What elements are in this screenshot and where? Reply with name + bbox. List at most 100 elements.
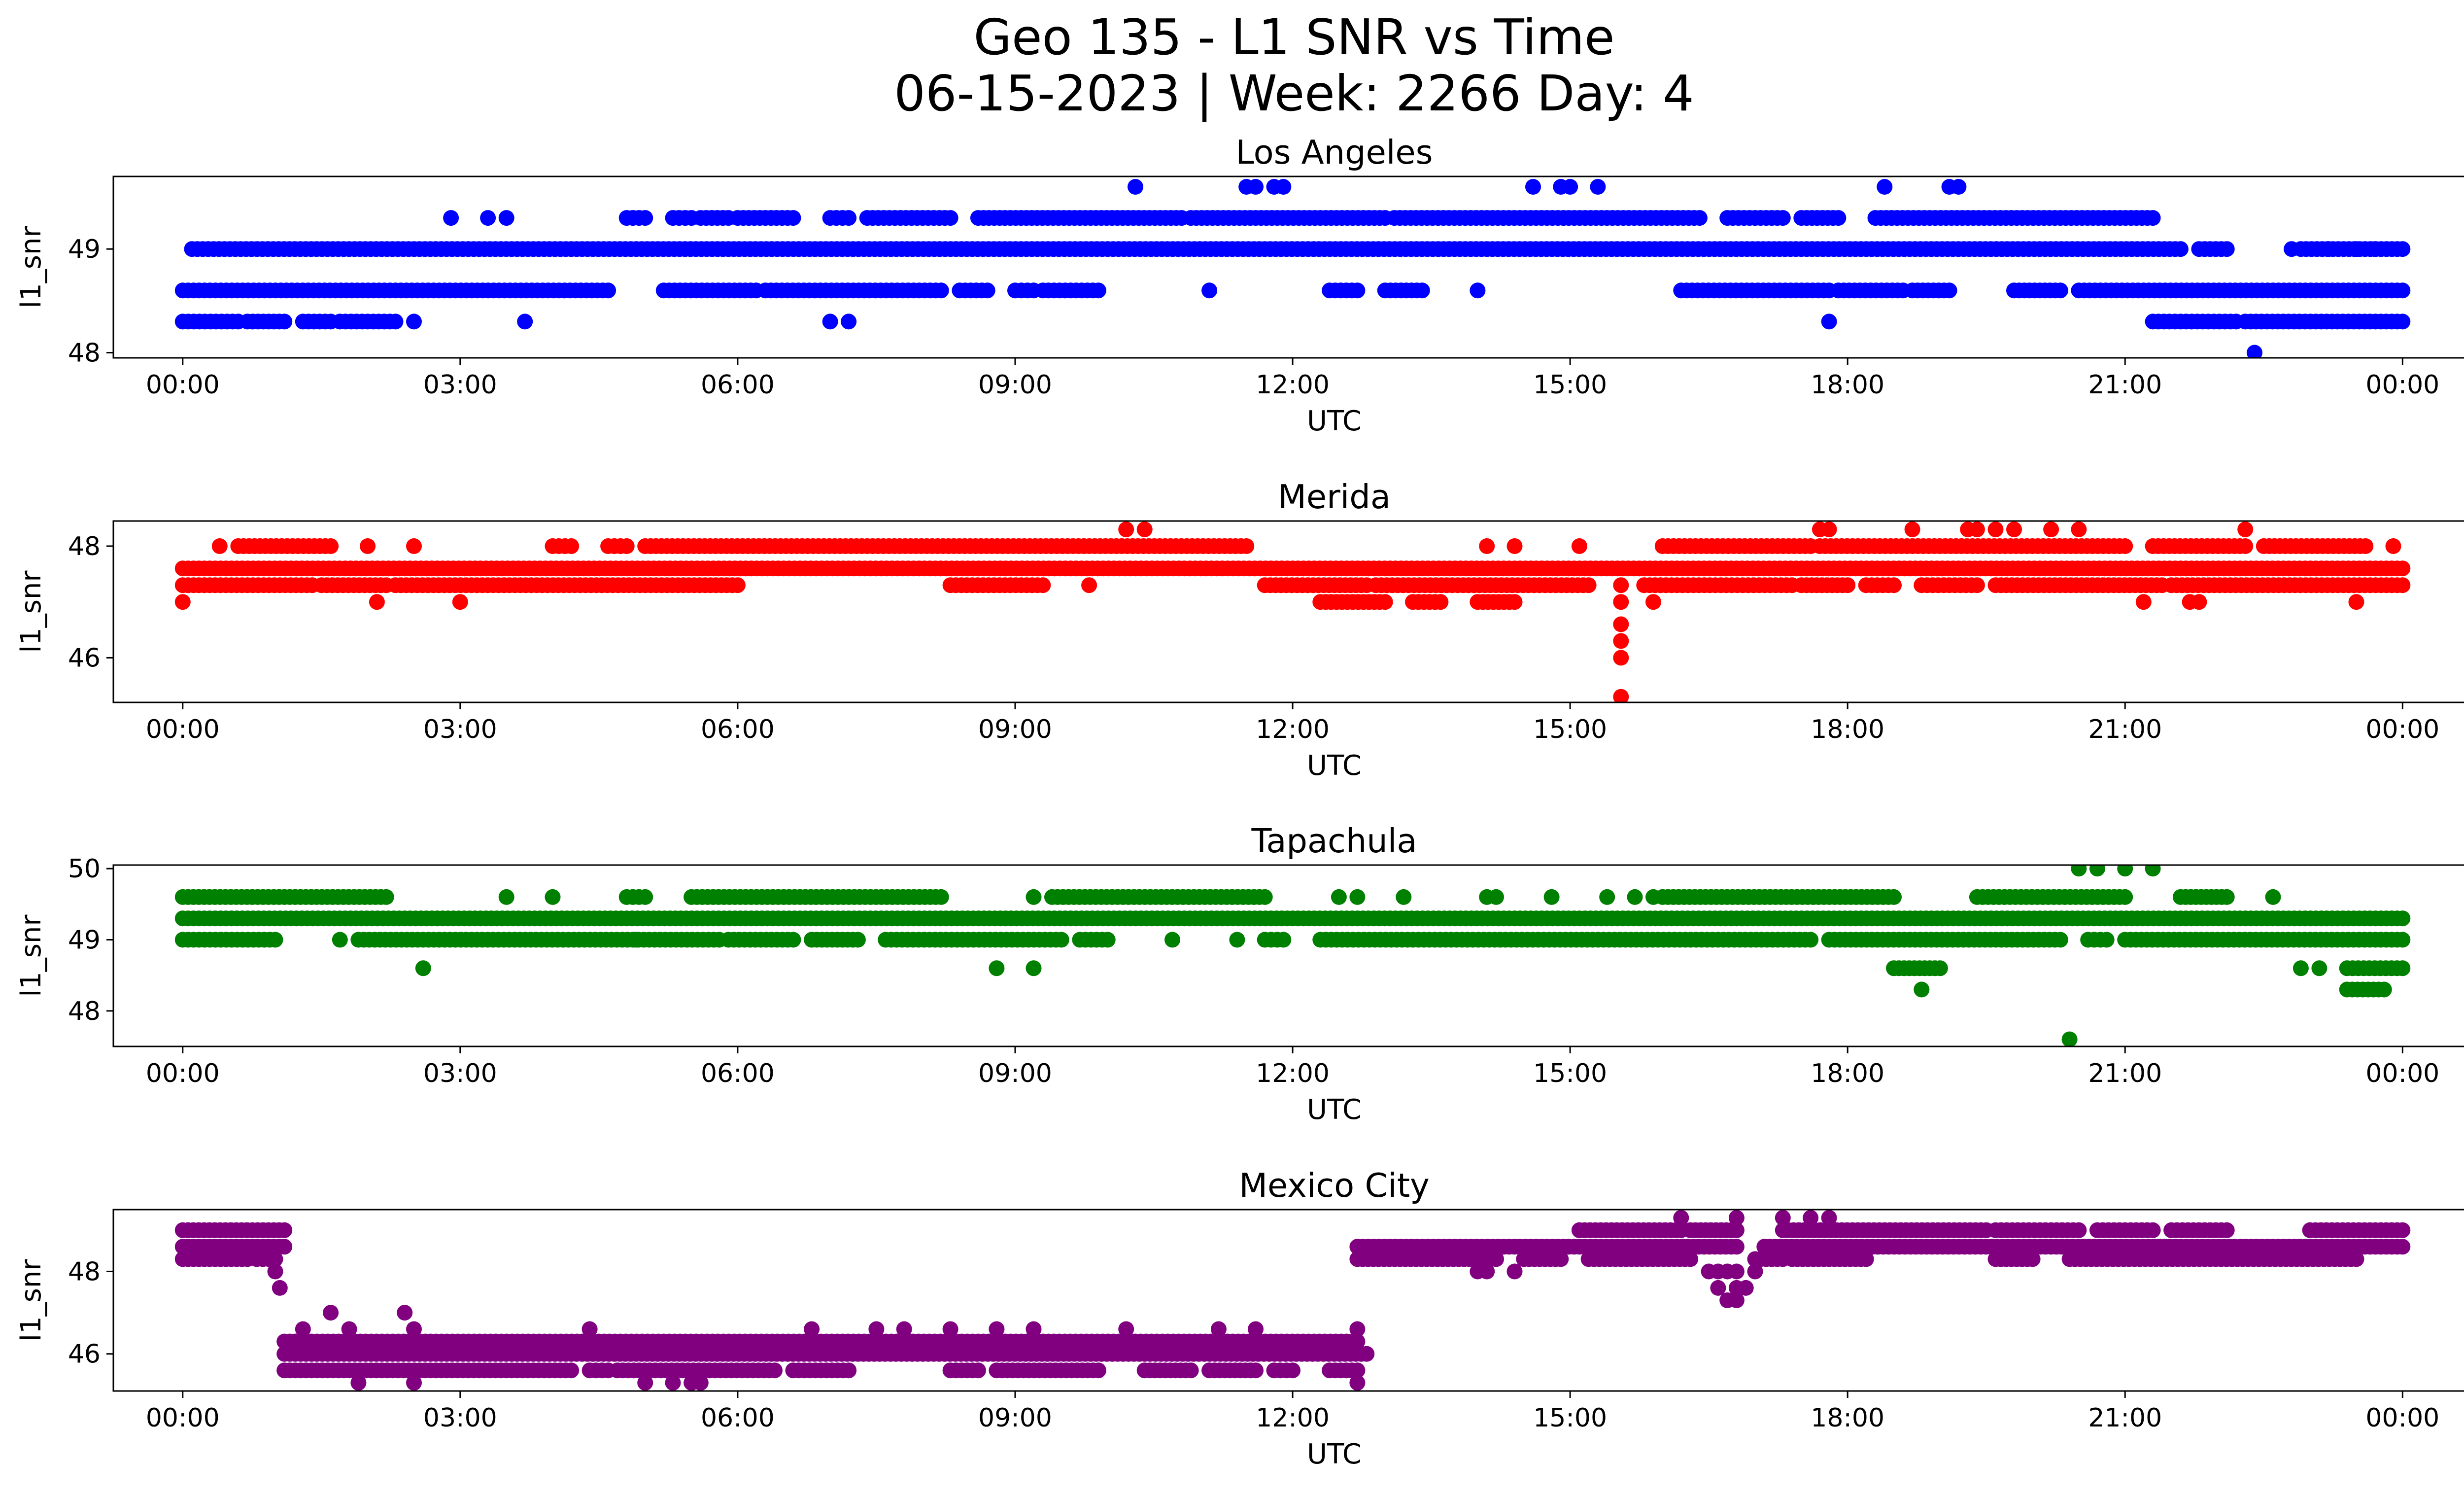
data-point xyxy=(1821,313,1837,330)
data-point xyxy=(1433,594,1449,610)
y-tick-label: 50 xyxy=(68,854,101,884)
data-point xyxy=(2219,1222,2235,1238)
data-point xyxy=(267,932,283,948)
data-point xyxy=(1951,179,1967,195)
axes-frame xyxy=(112,175,2464,359)
data-point xyxy=(1673,1210,1689,1226)
data-point xyxy=(276,1239,293,1255)
x-tick-label: 00:00 xyxy=(2365,370,2439,400)
data-point xyxy=(1562,179,1578,195)
data-point xyxy=(1886,577,1902,593)
data-point xyxy=(2385,538,2401,554)
x-tick-label: 21:00 xyxy=(2088,1403,2162,1433)
data-point xyxy=(1969,577,1985,593)
data-point xyxy=(1275,179,1292,195)
data-point xyxy=(1830,210,1847,226)
data-point xyxy=(1285,1362,1300,1379)
y-axis-label: l1_snr xyxy=(15,914,47,997)
data-point xyxy=(942,1321,958,1337)
data-point xyxy=(1414,282,1430,299)
data-point xyxy=(1331,889,1347,905)
data-point xyxy=(397,1305,413,1321)
data-point xyxy=(2219,889,2235,905)
data-point xyxy=(406,313,422,330)
subplot-title: Mexico City xyxy=(1239,1166,1430,1205)
x-tick-label: 21:00 xyxy=(2088,1059,2162,1088)
axes-frame xyxy=(112,520,2464,703)
data-point xyxy=(2219,241,2235,257)
data-point xyxy=(1506,538,1523,554)
data-point xyxy=(1613,650,1629,666)
data-point xyxy=(1349,1362,1366,1379)
data-point xyxy=(1164,932,1180,948)
subplot-los-angeles: Los Angeles 00:00 03:00 06:00 09:00 12:00 15:0… xyxy=(15,133,2464,437)
data-point xyxy=(1803,932,1819,948)
x-tick-label: 09:00 xyxy=(978,1403,1052,1433)
data-point xyxy=(979,282,995,299)
x-axis-label: UTC xyxy=(1307,750,1362,782)
x-tick-label: 09:00 xyxy=(978,370,1052,400)
y-tick-label: 48 xyxy=(68,1257,101,1286)
x-tick-label: 12:00 xyxy=(1256,715,1330,744)
x-tick-label: 15:00 xyxy=(1533,370,1607,400)
data-point xyxy=(1479,1263,1495,1280)
data-point xyxy=(1090,282,1106,299)
scatter-points xyxy=(174,865,2411,1046)
data-point xyxy=(1396,889,1412,905)
data-point xyxy=(174,594,191,610)
data-point xyxy=(1941,282,1957,299)
data-point xyxy=(1840,577,1856,593)
data-point xyxy=(1506,1263,1523,1280)
y-axis-label: l1_snr xyxy=(15,226,47,309)
data-point xyxy=(1248,1321,1264,1337)
data-point xyxy=(1035,577,1051,593)
data-point xyxy=(1775,210,1791,226)
data-point xyxy=(350,1375,367,1391)
data-point xyxy=(785,210,801,226)
data-point xyxy=(1710,1280,1726,1296)
data-point xyxy=(1026,889,1042,905)
data-point xyxy=(1613,577,1629,593)
x-tick-label: 03:00 xyxy=(423,370,497,400)
x-tick-label: 18:00 xyxy=(1811,370,1884,400)
data-point xyxy=(1738,1280,1754,1296)
x-tick-label: 09:00 xyxy=(978,1059,1052,1088)
data-point xyxy=(1803,1210,1819,1226)
data-point xyxy=(387,313,404,330)
x-tick-label: 03:00 xyxy=(423,1059,497,1088)
data-point xyxy=(2145,865,2161,877)
data-point xyxy=(665,1375,681,1391)
data-point xyxy=(480,210,496,226)
data-point xyxy=(415,960,431,976)
y-tick-label: 46 xyxy=(68,643,101,673)
x-tick-label: 09:00 xyxy=(978,715,1052,744)
x-tick-label: 00:00 xyxy=(2365,1059,2439,1088)
y-axis-label: l1_snr xyxy=(15,570,47,653)
data-point xyxy=(1904,522,1920,537)
x-tick-label: 00:00 xyxy=(146,1403,220,1433)
data-point xyxy=(1580,577,1597,593)
data-point xyxy=(452,594,468,610)
data-point xyxy=(804,1321,820,1337)
data-point xyxy=(637,889,653,905)
figure-title-line-1: Geo 135 - L1 SNR vs Time xyxy=(974,8,1615,66)
data-point xyxy=(1858,1251,1874,1267)
x-axis-label: UTC xyxy=(1307,1094,1362,1126)
data-point xyxy=(545,889,561,905)
data-point xyxy=(2052,932,2068,948)
data-point xyxy=(2061,1031,2078,1046)
data-point xyxy=(933,889,949,905)
data-point xyxy=(2358,538,2374,554)
data-point xyxy=(637,210,653,226)
data-point xyxy=(1275,932,1292,948)
data-point xyxy=(1645,594,1661,610)
data-point xyxy=(1248,179,1264,195)
data-point xyxy=(1691,210,1708,226)
data-point xyxy=(2071,865,2087,877)
data-point xyxy=(1877,179,1893,195)
data-point xyxy=(2395,560,2411,577)
x-tick-label: 00:00 xyxy=(146,1059,220,1088)
data-point xyxy=(332,932,348,948)
x-tick-label: 18:00 xyxy=(1811,1059,1884,1088)
x-tick-label: 21:00 xyxy=(2088,370,2162,400)
